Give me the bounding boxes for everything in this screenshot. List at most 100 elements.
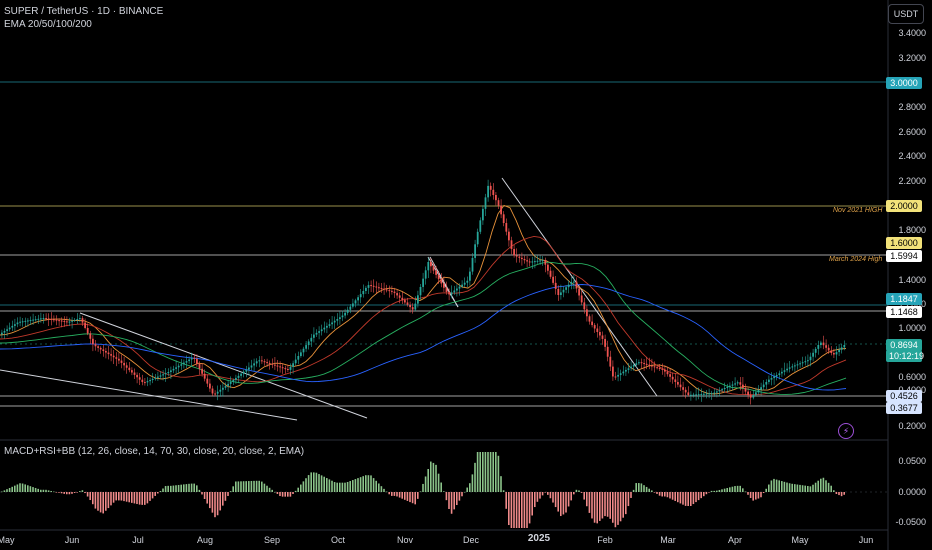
price-badge-1-1847: 1.1847 — [886, 293, 922, 305]
candle-body — [73, 319, 76, 321]
candle-body — [739, 382, 742, 385]
macd-histogram-bar — [755, 492, 757, 500]
macd-indicator-legend[interactable]: MACD+RSI+BB (12, 26, close, 14, 70, 30, … — [4, 446, 305, 457]
candle-body — [479, 220, 482, 232]
macd-histogram-bar — [833, 490, 835, 492]
candle-body — [310, 337, 313, 342]
candle-body — [799, 363, 801, 365]
candle-body — [53, 319, 55, 321]
candle-body — [710, 393, 713, 395]
candle-body — [463, 282, 466, 285]
macd-histogram-bar — [404, 492, 406, 500]
macd-histogram-bar — [183, 484, 185, 492]
macd-histogram-bar — [162, 488, 164, 492]
macd-histogram-bar — [157, 492, 159, 494]
macd-histogram-bar — [370, 475, 372, 492]
macd-histogram-bar — [125, 492, 128, 502]
candle-body — [508, 231, 510, 241]
candle-body — [14, 324, 16, 326]
candle-body — [406, 302, 409, 305]
macd-histogram-bar — [365, 475, 367, 492]
candle-body — [755, 392, 757, 395]
candle-body — [614, 376, 617, 378]
macd-histogram-bar — [786, 482, 788, 492]
macd-histogram-bar — [596, 492, 598, 524]
macd-histogram-bar — [718, 489, 721, 492]
candle-body — [552, 276, 554, 283]
candle-body — [385, 289, 388, 291]
candle-body — [604, 338, 606, 347]
macd-histogram-bar — [185, 484, 188, 492]
macd-histogram-bar — [710, 490, 713, 492]
macd-histogram-bar — [120, 492, 123, 501]
macd-histogram-bar — [840, 492, 843, 497]
symbol-title[interactable]: SUPER / TetherUS · 1D · BINANCE — [4, 6, 164, 17]
price-tick: 1.0000 — [898, 323, 926, 333]
macd-histogram-bar — [310, 472, 312, 492]
macd-histogram-bar — [388, 492, 390, 495]
currency-button[interactable]: USDT — [888, 4, 924, 24]
macd-histogram-bar — [190, 483, 193, 492]
candle-body — [196, 358, 198, 364]
candle-body — [289, 366, 292, 370]
candle-body — [99, 347, 102, 350]
macd-histogram-bar — [788, 483, 791, 492]
candle-body — [76, 319, 79, 320]
candle-body — [432, 266, 435, 271]
ema-indicator-legend[interactable]: EMA 20/50/100/200 — [4, 19, 92, 30]
macd-histogram-bar — [375, 480, 377, 492]
price-tick: 0.6000 — [898, 372, 926, 382]
candle-body — [448, 292, 450, 295]
candle-body — [435, 270, 437, 275]
macd-histogram-bar — [302, 481, 305, 492]
macd-histogram-bar — [549, 492, 552, 499]
macd-histogram-bar — [635, 483, 637, 492]
candle-body — [253, 363, 255, 366]
macd-histogram-bar — [328, 479, 331, 492]
macd-histogram-bar — [60, 492, 63, 494]
candle-body — [177, 365, 180, 368]
macd-histogram-bar — [757, 492, 760, 499]
macd-histogram-bar — [739, 485, 741, 492]
candle-body — [92, 338, 94, 345]
candle-body — [84, 322, 86, 328]
candle-body — [825, 345, 827, 348]
macd-histogram-bar — [682, 492, 684, 505]
macd-histogram-bar — [305, 478, 307, 492]
macd-histogram-bar — [248, 481, 250, 492]
macd-histogram-bar — [716, 490, 718, 492]
candle-body — [378, 287, 380, 289]
candle-body — [775, 374, 778, 377]
candle-body — [453, 290, 456, 293]
macd-histogram-bar — [331, 480, 333, 492]
macd-histogram-bar — [791, 483, 793, 492]
candle-body — [661, 368, 664, 370]
candle-body — [669, 374, 671, 377]
candle-body — [757, 389, 760, 393]
macd-histogram-bar — [645, 486, 648, 492]
candle-body — [658, 368, 661, 370]
candle-body — [333, 320, 336, 323]
candle-body — [528, 261, 531, 263]
macd-histogram-bar — [383, 488, 385, 492]
candle-body — [804, 361, 807, 363]
macd-histogram-bar — [762, 492, 765, 494]
macd-histogram-bar — [692, 492, 695, 505]
candle-body — [107, 352, 110, 355]
candle-body — [8, 327, 11, 330]
march-2024-high-label: March 2024 High — [829, 256, 883, 263]
macd-histogram-bar — [146, 492, 149, 504]
lightning-icon[interactable]: ⚡ — [838, 423, 854, 439]
macd-histogram-bar — [820, 478, 822, 492]
candle-body — [393, 291, 396, 294]
candle-body — [596, 328, 599, 332]
candle-body — [497, 200, 500, 206]
candle-body — [625, 369, 627, 372]
macd-histogram-bar — [625, 492, 627, 515]
candle-body — [541, 260, 544, 262]
macd-histogram-bar — [8, 487, 11, 492]
macd-histogram-bar — [604, 492, 606, 517]
candle-body — [565, 287, 567, 290]
